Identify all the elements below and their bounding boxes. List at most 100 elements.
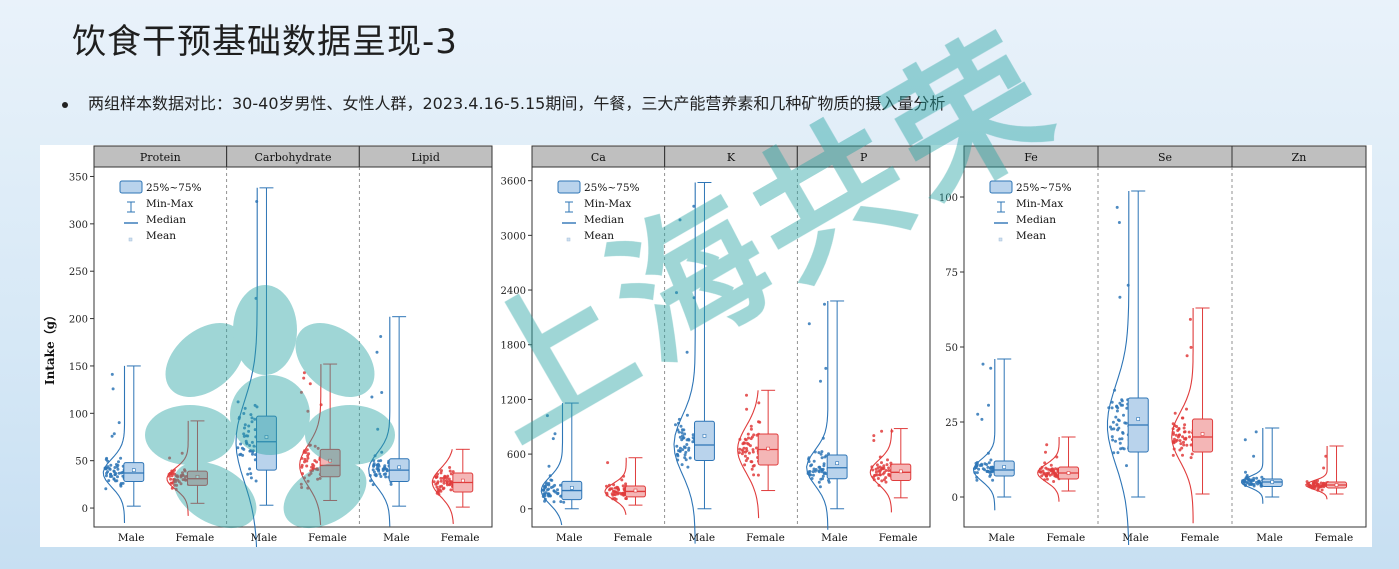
- male-box: [256, 415, 277, 471]
- x-category-label-male: Male: [251, 532, 278, 544]
- female-data-point: [174, 487, 178, 491]
- female-data-point: [314, 467, 318, 471]
- male-data-point: [817, 465, 821, 469]
- male-data-point: [236, 400, 240, 404]
- male-data-point: [371, 483, 375, 487]
- male-data-point: [1255, 476, 1259, 480]
- facet-label-se: Se: [1158, 151, 1172, 164]
- female-data-point: [1181, 453, 1184, 457]
- male-data-point: [685, 350, 689, 354]
- female-data-point: [176, 478, 180, 482]
- male-data-point: [812, 467, 816, 471]
- legend-label: Min-Max: [146, 198, 193, 210]
- male-data-point: [980, 417, 984, 421]
- legend-label: 25%~75%: [584, 182, 639, 194]
- male-data-point: [377, 459, 381, 463]
- female-data-point: [1046, 467, 1050, 471]
- chart-panel-minerals-trace: Fe Se Zn 0 25 50 75 100 Male Female Male Female Male…: [932, 145, 1372, 547]
- female-data-point: [442, 479, 446, 483]
- female-data-point: [435, 485, 439, 489]
- female-data-point: [184, 478, 188, 482]
- female-data-point: [747, 436, 750, 440]
- female-data-point: [306, 479, 310, 483]
- male-data-point: [109, 463, 113, 467]
- female-data-point: [173, 472, 177, 476]
- male-data-point: [117, 460, 120, 464]
- female-data-point: [744, 459, 748, 463]
- male-mean-marker: [835, 461, 839, 466]
- female-data-point: [449, 472, 453, 476]
- female-data-point: [436, 472, 439, 476]
- legend-label: Mean: [146, 230, 176, 242]
- male-data-point: [250, 416, 254, 420]
- female-data-point: [749, 424, 753, 428]
- male-data-point: [119, 484, 123, 488]
- male-data-point: [687, 448, 691, 452]
- male-data-point: [1124, 421, 1128, 425]
- female-data-point: [1180, 446, 1184, 450]
- male-data-point: [249, 476, 253, 480]
- chart-panel-minerals-major: Ca K P 0 600 1200 1800 2400 3000 3600 Male Female Ma…: [494, 145, 936, 547]
- male-data-point: [975, 475, 979, 479]
- male-data-point: [684, 458, 688, 462]
- female-mean-marker: [461, 478, 465, 483]
- male-mean-marker: [1270, 480, 1275, 484]
- male-data-point: [1254, 430, 1258, 434]
- female-mean-marker: [766, 446, 770, 451]
- male-data-point: [110, 434, 114, 438]
- male-data-point: [691, 440, 695, 444]
- male-data-point: [238, 453, 242, 457]
- female-data-point: [1040, 474, 1044, 478]
- female-data-point: [303, 476, 306, 480]
- female-data-point: [449, 480, 453, 484]
- female-data-point: [885, 463, 889, 467]
- female-mean-marker: [899, 469, 903, 474]
- female-data-point: [180, 451, 184, 455]
- female-data-point: [312, 464, 316, 468]
- female-data-point: [874, 467, 878, 471]
- male-data-point: [991, 478, 995, 482]
- male-data-point: [1117, 221, 1121, 224]
- male-data-point: [1255, 480, 1258, 484]
- female-data-point: [306, 456, 310, 460]
- y-tick-label: 150: [69, 362, 88, 373]
- male-data-point: [548, 474, 552, 478]
- male-data-point: [383, 467, 387, 470]
- female-data-point: [875, 463, 879, 467]
- female-data-point: [1041, 469, 1045, 473]
- female-data-point: [880, 479, 884, 483]
- x-category-label-female: Female: [441, 532, 480, 544]
- male-data-point: [252, 444, 256, 448]
- plot-frame: [531, 166, 931, 528]
- male-data-point: [244, 439, 248, 443]
- male-data-point: [691, 433, 695, 437]
- facet-label-carbohydrate: Carbohydrate: [255, 151, 332, 164]
- female-data-point: [1305, 480, 1309, 484]
- female-data-point: [882, 471, 886, 474]
- male-data-point: [1243, 483, 1247, 487]
- male-data-point: [677, 417, 681, 421]
- female-data-point: [871, 475, 875, 479]
- facet-label-lipid: Lipid: [411, 151, 439, 164]
- female-data-point: [1182, 430, 1186, 434]
- male-data-point: [811, 470, 815, 474]
- male-density-curve: [235, 187, 258, 554]
- male-data-point: [678, 435, 682, 439]
- x-category-label-male: Male: [689, 532, 716, 544]
- male-data-point: [817, 469, 821, 473]
- female-data-point: [1054, 467, 1057, 471]
- male-mean-marker: [1136, 417, 1140, 421]
- male-data-point: [819, 452, 823, 456]
- legend-box-swatch: [119, 180, 143, 194]
- female-data-point: [887, 469, 891, 472]
- male-data-point: [113, 473, 117, 477]
- female-data-point: [1055, 455, 1059, 459]
- female-density-curve: [166, 420, 189, 516]
- female-data-point: [1181, 435, 1185, 439]
- female-density-curve: [1305, 446, 1328, 500]
- female-data-point: [621, 484, 625, 488]
- legend-box-swatch: [989, 180, 1013, 194]
- female-density-curve: [1171, 308, 1194, 524]
- female-data-point: [169, 477, 173, 481]
- female-data-point: [439, 479, 443, 483]
